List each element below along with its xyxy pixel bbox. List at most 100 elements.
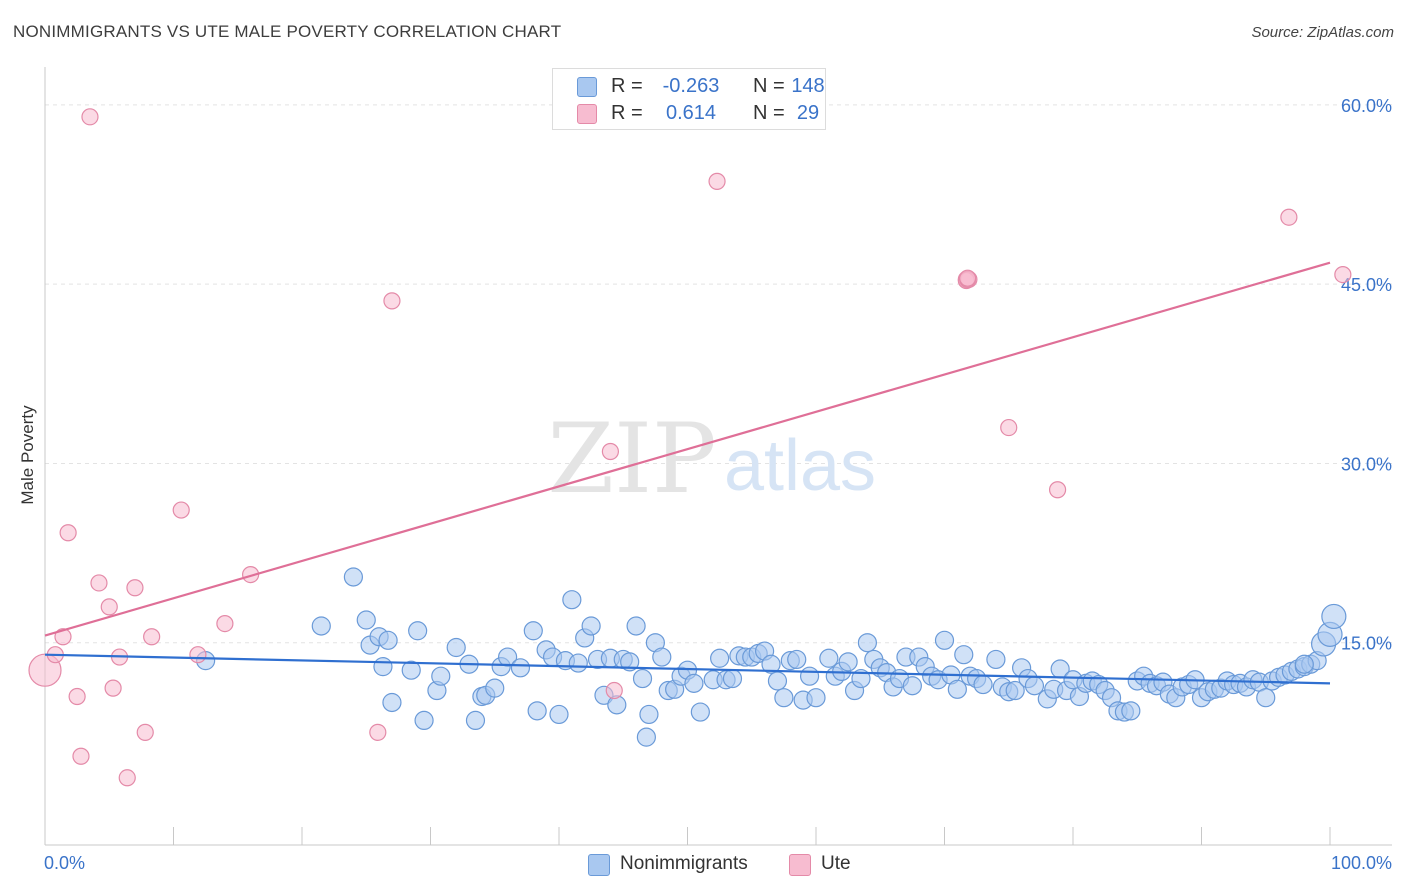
nonimmigrants-point — [652, 647, 672, 667]
nonimmigrants-point — [787, 649, 807, 670]
nonimmigrants-point — [632, 668, 653, 689]
chart-title: NONIMMIGRANTS VS UTE MALE POVERTY CORREL… — [13, 22, 562, 41]
nonimmigrants-point — [562, 590, 582, 610]
nonimmigrants-point — [838, 652, 858, 672]
ute-point — [1000, 418, 1018, 437]
series-label-nonimmigrants: Nonimmigrants — [620, 853, 748, 874]
series-legend: Nonimmigrants Ute — [0, 853, 1406, 877]
nonimmigrants-point — [373, 657, 393, 677]
nonimmigrants-point — [311, 616, 331, 636]
ute-point — [54, 628, 72, 646]
ute-point — [126, 579, 144, 597]
nonimmigrants-point — [639, 704, 659, 725]
ute-point — [369, 723, 387, 741]
legend-swatch-nonimmigrants — [577, 77, 597, 97]
y-tick-label: 60.0% — [1341, 96, 1392, 116]
nonimmigrants-point — [343, 567, 363, 587]
series-swatch-ute — [789, 854, 811, 876]
y-tick-label: 45.0% — [1341, 275, 1392, 295]
nonimmigrants-point — [523, 621, 543, 641]
legend-swatch-ute — [577, 104, 597, 124]
series-label-ute: Ute — [821, 853, 851, 874]
ute-point — [172, 501, 190, 519]
nonimmigrants-point — [527, 701, 547, 721]
nonimmigrants-point — [902, 676, 922, 696]
nonimmigrants-point — [819, 648, 839, 668]
nonimmigrants-point — [510, 658, 531, 678]
legend-r-label: R = — [611, 75, 643, 97]
watermark-atlas: atlas — [724, 426, 876, 506]
ute-point — [708, 172, 726, 190]
nonimmigrants-point — [446, 637, 466, 658]
nonimmigrants-point — [857, 633, 878, 653]
ute-point — [59, 524, 77, 542]
nonimmigrants-point — [774, 688, 794, 708]
ute-point — [90, 574, 108, 592]
ute-point — [72, 747, 90, 765]
nonimmigrants-point — [1321, 603, 1347, 630]
nonimmigrants-point — [954, 645, 974, 665]
legend-n-value: 148 — [791, 75, 825, 97]
nonimmigrants-point — [934, 630, 955, 650]
ute-point — [601, 442, 620, 461]
y-tick-label: 30.0% — [1341, 454, 1392, 474]
legend-r-label: R = — [611, 102, 643, 124]
nonimmigrants-point — [431, 666, 451, 686]
nonimmigrants-point — [722, 668, 743, 689]
nonimmigrants-point — [401, 660, 421, 680]
nonimmigrants-point — [690, 702, 710, 722]
nonimmigrants-point — [710, 648, 730, 668]
x-tick-label: 100.0% — [1331, 853, 1392, 873]
legend-r-value: -0.263 — [662, 75, 720, 97]
series-swatch-nonimmigrants — [588, 854, 610, 876]
ute-point — [100, 598, 118, 616]
ute-point — [1048, 481, 1067, 499]
legend-n-label: N = — [753, 75, 785, 97]
legend-n-value: 29 — [796, 102, 820, 124]
ute-point — [189, 646, 207, 664]
nonimmigrants-point — [408, 621, 428, 641]
nonimmigrants-point — [485, 678, 505, 698]
nonimmigrants-point — [761, 654, 781, 674]
nonimmigrants-trend-line — [44, 653, 1331, 685]
ute-point — [959, 269, 977, 287]
ute-point — [136, 723, 154, 741]
ute-point — [104, 679, 122, 697]
ute-point — [1334, 265, 1352, 284]
source-label: Source: ZipAtlas.com — [1251, 24, 1394, 41]
nonimmigrants-point — [806, 688, 826, 708]
ute-point — [383, 292, 401, 310]
ute-point — [605, 681, 623, 700]
nonimmigrants-point — [799, 666, 820, 686]
ute-point — [118, 769, 136, 787]
ute-trend-line — [44, 261, 1331, 637]
nonimmigrants-point — [1256, 688, 1276, 708]
nonimmigrants-point — [414, 710, 434, 731]
correlation-legend: R = -0.263 N = 148 R = 0.614 N = 29 — [552, 68, 826, 130]
nonimmigrants-point — [767, 671, 788, 691]
y-tick-label: 15.0% — [1341, 634, 1392, 654]
nonimmigrants-point — [581, 616, 601, 636]
nonimmigrants-point — [549, 704, 569, 725]
ute-point — [216, 614, 234, 633]
nonimmigrants-point — [947, 679, 967, 699]
nonimmigrants-point — [973, 674, 993, 695]
legend-n-label: N = — [753, 102, 785, 124]
nonimmigrants-point — [356, 610, 376, 630]
ute-point — [1280, 208, 1298, 226]
nonimmigrants-point — [1294, 654, 1314, 674]
nonimmigrants-point — [1005, 680, 1025, 701]
nonimmigrants-point — [636, 727, 656, 747]
nonimmigrants-point — [620, 652, 640, 672]
nonimmigrants-point — [626, 616, 646, 636]
nonimmigrants-point — [684, 673, 704, 693]
nonimmigrants-point — [1121, 701, 1141, 721]
nonimmigrants-point — [986, 649, 1006, 670]
legend-r-value: 0.614 — [665, 102, 717, 124]
nonimmigrants-point — [568, 653, 588, 673]
nonimmigrants-point — [465, 710, 486, 731]
nonimmigrants-point — [378, 630, 398, 650]
ute-point — [143, 628, 161, 646]
ute-point — [81, 108, 99, 126]
